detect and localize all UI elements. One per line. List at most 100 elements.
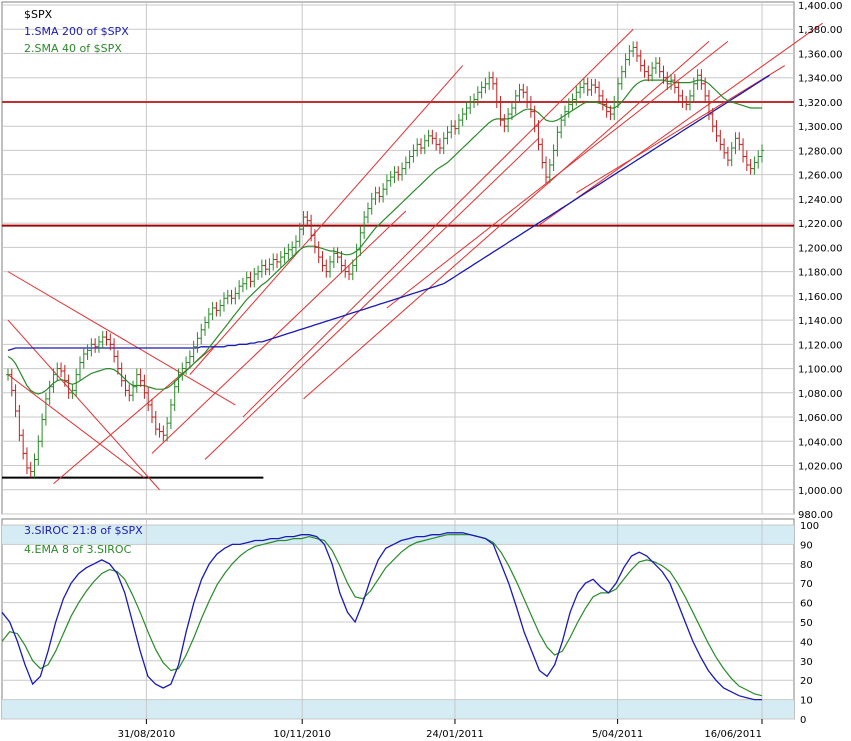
price-bar xyxy=(725,146,730,167)
price-bar xyxy=(502,114,507,133)
price-bar xyxy=(460,108,465,127)
price-bar xyxy=(187,350,192,369)
price-bar xyxy=(305,211,310,227)
price-bar xyxy=(282,247,287,264)
symbol-label: $SPX xyxy=(24,8,53,21)
channel-line xyxy=(7,271,236,406)
price-bar xyxy=(737,132,742,151)
price-bar xyxy=(17,404,22,442)
x-axis-ticks: 31/08/2010 10/11/2010 24/01/2011 5/04/2011 1… xyxy=(118,719,763,740)
price-bar xyxy=(112,338,117,363)
price-panel: 980.00 1,000.00 1,020.00 1,040.00 1,060.00 1,… xyxy=(1,1,843,521)
price-bar xyxy=(688,89,693,111)
price-bar xyxy=(718,129,723,151)
price-bar xyxy=(661,65,666,84)
price-bar xyxy=(108,333,113,351)
price-bar xyxy=(748,158,753,175)
price-bar xyxy=(566,98,571,118)
price-bar xyxy=(555,126,560,157)
price-bar xyxy=(695,69,700,90)
price-bar xyxy=(540,138,545,169)
price-tick-label: 1,160.00 xyxy=(798,292,843,303)
oscillator-tick-label: 0 xyxy=(800,715,806,726)
price-bar xyxy=(373,186,378,205)
price-bar xyxy=(131,380,136,402)
sma40-line xyxy=(7,79,762,395)
price-tick-label: 1,060.00 xyxy=(798,413,843,424)
x-tick-label: 24/01/2011 xyxy=(426,729,484,740)
channel-line xyxy=(204,137,539,460)
price-bar xyxy=(733,132,738,155)
price-bar xyxy=(392,166,397,184)
price-bar xyxy=(331,247,336,268)
price-bar xyxy=(354,243,359,272)
ema8-line xyxy=(1,534,763,697)
price-bar xyxy=(638,49,643,72)
price-bar xyxy=(384,174,389,196)
price-bar xyxy=(9,368,14,397)
price-bar xyxy=(240,277,245,293)
price-bar xyxy=(157,423,162,438)
price-bar xyxy=(646,65,651,82)
price-bar xyxy=(221,292,226,312)
price-bar xyxy=(653,57,658,75)
price-bar xyxy=(47,380,52,405)
price-bar xyxy=(760,144,764,163)
price-bar xyxy=(301,211,306,236)
price-tick-label: 1,000.00 xyxy=(798,486,843,497)
price-bar xyxy=(407,150,412,169)
price-bar xyxy=(691,77,696,102)
price-bar xyxy=(59,362,64,378)
oscillator-tick-label: 90 xyxy=(800,540,813,551)
price-bar xyxy=(680,89,685,109)
price-bar xyxy=(506,108,511,133)
oscillator-tick-label: 80 xyxy=(800,560,813,571)
price-tick-label: 1,340.00 xyxy=(798,74,843,85)
price-bar xyxy=(290,241,295,256)
price-bar xyxy=(195,332,200,353)
price-bar xyxy=(562,105,567,127)
price-bars xyxy=(6,41,764,478)
price-bar xyxy=(703,77,708,102)
price-tick-label: 1,020.00 xyxy=(798,462,843,473)
price-bar xyxy=(248,271,253,288)
price-bar xyxy=(365,202,370,224)
price-bar xyxy=(377,186,382,203)
price-bar xyxy=(710,108,715,133)
price-bar xyxy=(278,251,283,268)
price-bar xyxy=(479,81,484,99)
price-bar xyxy=(616,77,621,109)
price-axis-ticks: 980.00 1,000.00 1,020.00 1,040.00 1,060.00 1,… xyxy=(798,1,843,521)
price-bar xyxy=(631,41,636,58)
price-bar xyxy=(672,74,677,94)
price-plot-area xyxy=(1,1,795,515)
price-bar xyxy=(104,331,109,346)
price-bar xyxy=(487,71,492,90)
price-bar xyxy=(142,374,147,399)
price-bar xyxy=(85,344,90,361)
price-bar xyxy=(362,211,367,239)
trend-channels xyxy=(7,22,823,491)
price-tick-label: 1,080.00 xyxy=(798,389,843,400)
price-bar xyxy=(324,259,329,278)
price-bar xyxy=(381,183,386,203)
oscillator-tick-label: 70 xyxy=(800,579,813,590)
price-bar xyxy=(604,98,609,118)
price-bar xyxy=(426,129,431,147)
price-bar xyxy=(309,214,314,242)
x-tick-label: 31/08/2010 xyxy=(118,729,176,740)
price-bar xyxy=(343,259,348,278)
oscillator-axis-ticks: 0 10 20 30 40 50 60 70 80 90 100 xyxy=(800,521,819,726)
price-bar xyxy=(210,301,215,321)
oscillator-tick-label: 10 xyxy=(800,696,813,707)
price-bar xyxy=(172,380,177,411)
price-bar xyxy=(418,138,423,155)
price-bar xyxy=(36,435,41,466)
price-bar xyxy=(676,81,681,102)
price-bar xyxy=(403,156,408,175)
price-bar xyxy=(176,368,181,393)
price-bar xyxy=(634,41,639,62)
price-bar xyxy=(593,78,598,94)
price-tick-label: 1,260.00 xyxy=(798,171,843,182)
price-bar xyxy=(275,253,280,268)
